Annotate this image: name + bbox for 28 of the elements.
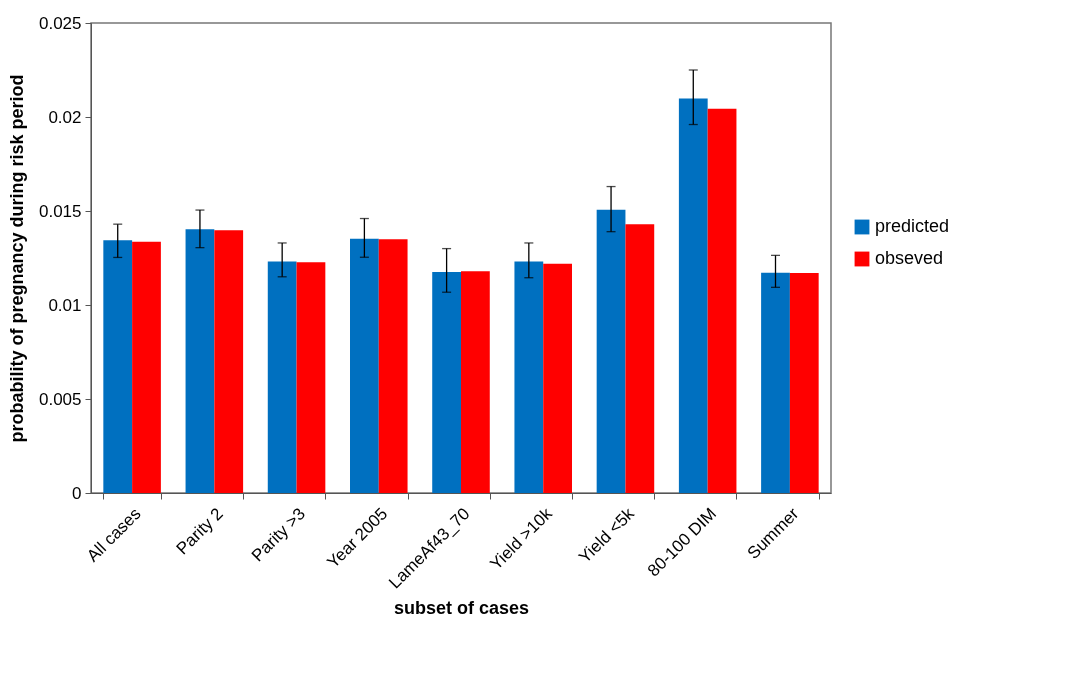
bar: [103, 240, 133, 493]
bar: [461, 271, 490, 493]
bar: [296, 262, 326, 493]
bar: [514, 261, 544, 493]
bar: [185, 229, 215, 493]
bar: [350, 238, 379, 493]
bar: [214, 230, 244, 493]
y-tick-label: 0: [72, 483, 82, 503]
bar: [132, 241, 161, 493]
y-tick-label: 0.025: [38, 13, 82, 33]
bar: [543, 263, 572, 493]
bar: [678, 98, 708, 493]
bar: [761, 272, 790, 493]
bar: [707, 108, 737, 493]
legend-label: obseved: [875, 248, 944, 268]
y-axis-title: probability of pregnancy during risk period: [6, 74, 27, 443]
bar: [267, 261, 297, 493]
bar: [789, 273, 819, 493]
bar: [378, 239, 408, 493]
x-axis-title: subset of cases: [393, 597, 530, 618]
y-tick-label: 0.01: [48, 295, 82, 315]
bar: [432, 271, 461, 493]
y-tick-label: 0.02: [48, 107, 82, 127]
bar: [596, 209, 626, 493]
y-tick-label: 0.015: [38, 201, 82, 221]
bar: [625, 224, 655, 493]
y-tick-label: 0.005: [38, 389, 82, 409]
legend-label: predicted: [875, 216, 950, 236]
